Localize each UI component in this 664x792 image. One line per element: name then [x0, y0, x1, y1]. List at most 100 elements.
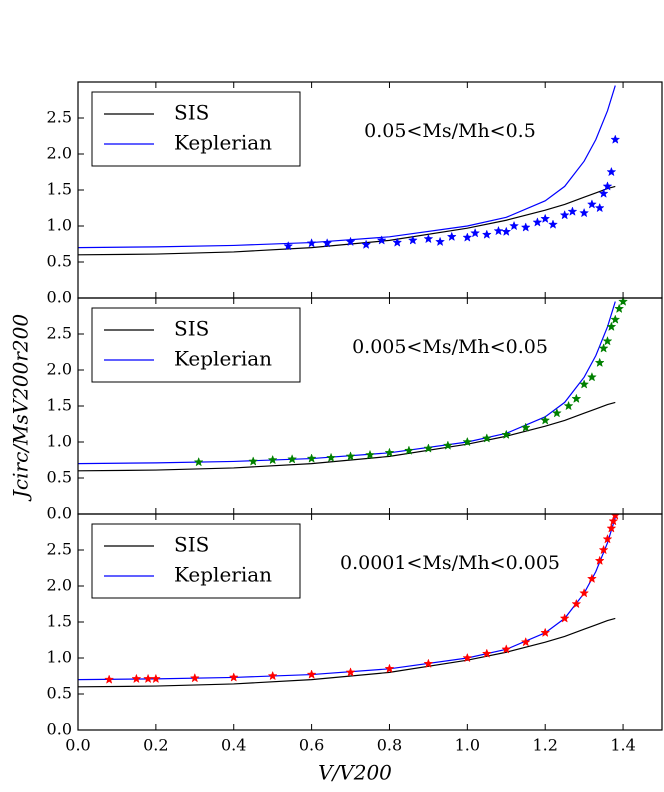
y-tick-label: 1.5 — [47, 180, 72, 199]
star-point — [365, 449, 375, 460]
y-tick-label: 1.5 — [47, 612, 72, 631]
star-point — [532, 217, 543, 227]
star-point — [551, 407, 562, 418]
star-point — [594, 555, 605, 566]
star-point — [150, 673, 161, 684]
y-tick-label: 0.5 — [47, 252, 72, 271]
y-tick-label: 2.5 — [47, 540, 72, 559]
star-point — [618, 298, 629, 306]
star-point — [283, 240, 294, 251]
star-point — [481, 229, 492, 239]
star-point — [559, 613, 570, 623]
star-point — [392, 237, 403, 247]
star-point — [403, 445, 414, 455]
star-point — [143, 673, 154, 684]
star-point — [423, 443, 434, 453]
star-point — [267, 670, 278, 681]
star-point — [586, 199, 597, 209]
y-tick-label: 0.5 — [47, 684, 72, 703]
star-point — [501, 226, 512, 236]
star-point — [193, 456, 204, 467]
star-point — [462, 436, 473, 447]
star-point — [520, 222, 531, 232]
star-point — [614, 303, 625, 314]
star-point — [462, 652, 473, 663]
star-point — [345, 236, 356, 247]
star-point — [423, 658, 434, 668]
legend-label: SIS — [174, 101, 209, 125]
star-point — [586, 371, 597, 382]
star-point — [598, 188, 609, 198]
y-tick-label: 2.5 — [47, 108, 72, 127]
x-tick-label: 0.6 — [299, 736, 324, 755]
y-tick-label: 0.0 — [47, 288, 72, 307]
star-point — [442, 440, 453, 450]
x-tick-label: 1.2 — [532, 736, 557, 755]
x-tick-label: 0.2 — [143, 736, 168, 755]
y-tick-label: 0.5 — [47, 468, 72, 487]
star-point — [423, 233, 434, 244]
legend-label: Keplerian — [174, 563, 272, 587]
star-point — [384, 663, 395, 674]
star-point — [608, 515, 619, 526]
legend-label: SIS — [174, 317, 209, 341]
star-point — [509, 220, 520, 231]
series-line — [78, 401, 616, 472]
star-point — [520, 422, 531, 432]
star-point — [602, 533, 613, 544]
star-point — [501, 429, 512, 440]
y-tick-label: 0.0 — [47, 720, 72, 739]
star-point — [326, 452, 337, 463]
star-point — [520, 636, 531, 647]
star-point — [470, 227, 481, 238]
plot-area — [78, 298, 629, 472]
star-point — [376, 235, 387, 245]
star-point — [287, 454, 298, 464]
star-point — [361, 239, 372, 249]
star-point — [602, 181, 613, 191]
star-point — [189, 672, 200, 683]
star-point — [563, 400, 574, 411]
star-point — [606, 523, 617, 533]
y-tick-label: 2.5 — [47, 324, 72, 343]
star-point — [228, 672, 239, 682]
legend-label: SIS — [174, 533, 209, 557]
star-point — [594, 202, 605, 213]
star-point — [104, 674, 115, 684]
series-line — [78, 617, 616, 688]
star-point — [306, 453, 317, 463]
y-tick-label: 2.0 — [47, 576, 72, 595]
plot-area — [78, 514, 621, 688]
x-tick-label: 1.4 — [610, 736, 635, 755]
star-point — [493, 225, 504, 236]
star-point — [384, 447, 395, 458]
star-point — [345, 667, 356, 677]
legend-label: Keplerian — [174, 347, 272, 371]
star-point — [606, 166, 617, 177]
star-point — [598, 343, 609, 353]
star-point — [602, 335, 613, 346]
star-point — [548, 219, 558, 229]
y-axis-label: Jcirc/MsV200r200 — [9, 314, 33, 502]
y-tick-label: 1.5 — [47, 396, 72, 415]
star-point — [481, 433, 492, 443]
star-point — [501, 644, 512, 654]
star-point — [540, 415, 551, 425]
x-tick-label: 0.0 — [65, 736, 90, 755]
star-point — [594, 357, 605, 368]
star-point — [567, 206, 578, 216]
star-point — [579, 587, 590, 598]
star-point — [540, 213, 551, 224]
star-point — [131, 673, 142, 684]
star-point — [610, 314, 621, 324]
plot-area — [78, 85, 621, 256]
star-point — [306, 669, 317, 679]
star-point — [248, 456, 259, 466]
annotation: 0.0001<Ms/Mh<0.005 — [340, 552, 560, 574]
star-point — [610, 134, 621, 144]
star-point — [345, 451, 356, 461]
annotation: 0.005<Ms/Mh<0.05 — [352, 336, 548, 358]
star-point — [322, 238, 333, 248]
